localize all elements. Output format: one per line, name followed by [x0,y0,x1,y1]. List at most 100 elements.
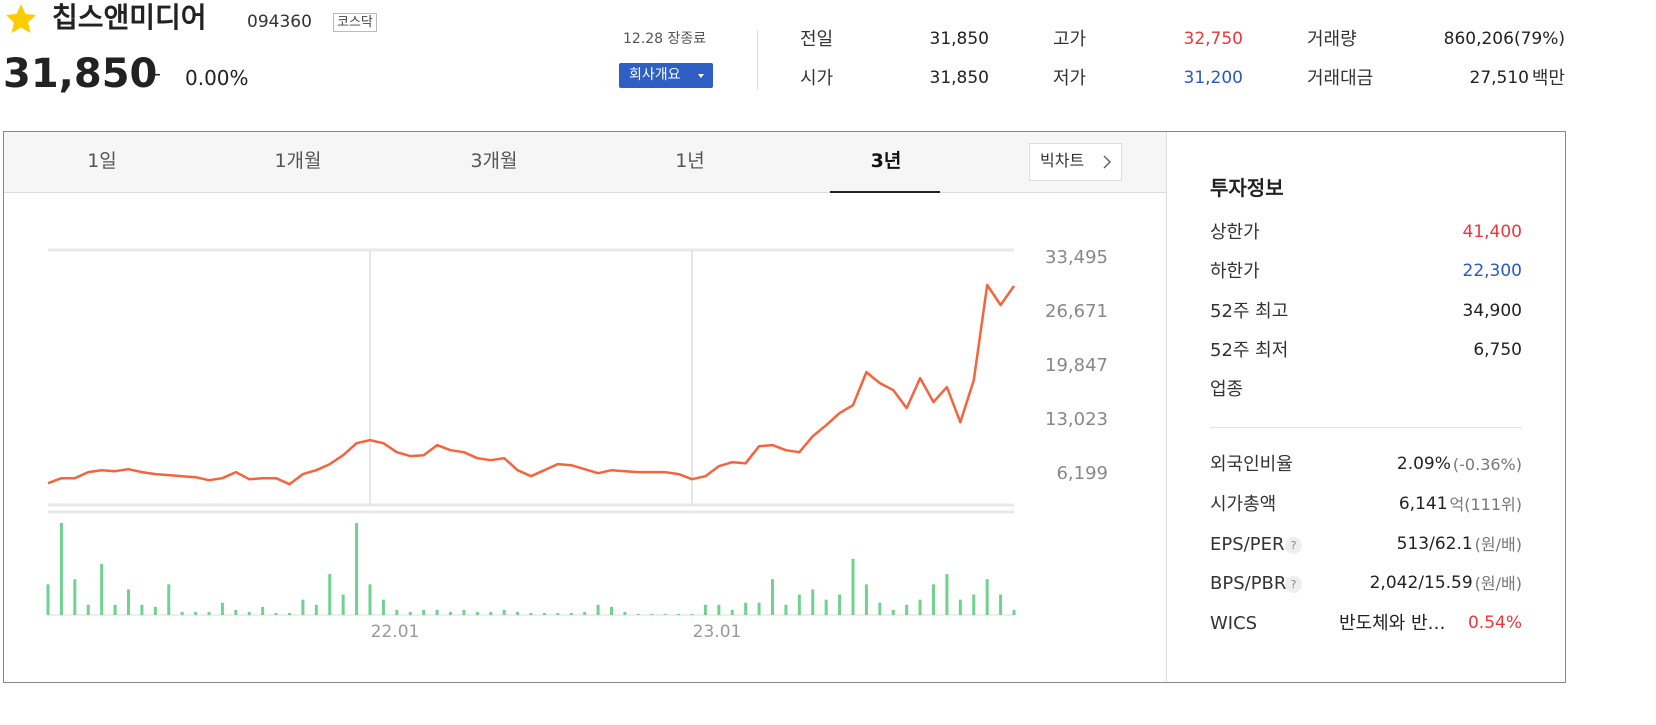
volume-bar [945,574,949,615]
volume-bar [757,602,761,615]
summary-label: 고가 [1053,29,1087,50]
volume-bar [838,594,842,615]
big-chart-button[interactable]: 빅차트 [1029,143,1122,181]
volume-bar [194,611,198,615]
summary-unit: 백만 [1531,68,1565,89]
info-value: 513/62.1 [1396,533,1473,554]
info-label: 52주 최저 [1210,339,1289,361]
volume-bar [864,584,868,615]
info-value: 34,900 [1462,300,1522,321]
volume-bar [610,606,613,615]
summary-value: 32,750 [1183,29,1243,49]
volume-bar [1012,609,1016,615]
tab[interactable]: 3년 [870,150,902,172]
volume-bar [650,613,654,615]
change-sign: – [150,62,161,87]
company-button[interactable]: 회사개요 [619,63,713,88]
volume-bar [623,611,627,615]
volume-bar [408,611,412,615]
favorite-star[interactable] [4,2,38,36]
price-line [47,283,1016,486]
volume-bar [556,612,560,615]
volume-bar [690,613,694,615]
info-value: 반도체와 반… [1339,613,1446,635]
volume-bar [596,604,600,615]
volume-bar [891,609,895,615]
volume-bar [744,602,748,615]
help-icon[interactable]: ? [1285,576,1302,594]
volume-bar [516,611,520,615]
info-label: 52주 최고 [1210,300,1289,322]
x-tick-label: 23.01 [693,622,742,642]
tab[interactable]: 1개월 [274,150,322,172]
x-tick-label: 22.01 [371,622,420,642]
volume-bar [583,611,587,615]
volume-bar [261,606,265,615]
change-rate: 0.00% [185,66,249,90]
volume-bar [247,611,251,615]
stock-code: 094360 [247,12,312,32]
summary-label: 저가 [1053,68,1087,89]
volume-bar [529,612,533,615]
tab[interactable]: 1년 [675,150,705,172]
tab-bar [4,132,1166,193]
summary-label: 거래량 [1307,29,1357,50]
volume-bar [771,579,774,615]
volume-bar [341,594,345,615]
volume-bar [677,613,681,615]
volume-bar [905,604,909,615]
info-label: 상한가 [1210,222,1260,243]
volume-bar [127,589,130,615]
info-label: EPS/PER [1210,533,1285,555]
divider [757,30,758,90]
volume-bar [46,584,50,615]
volume-bar [422,609,426,615]
volume-bar [153,606,157,615]
info-label: 외국인비율 [1210,454,1293,475]
volume-bar [234,609,238,615]
help-icon[interactable]: ? [1285,536,1302,554]
summary-label: 거래대금 [1307,68,1374,89]
volume-bar [140,604,144,615]
stock-name: 칩스앤미디어 [52,1,207,34]
summary-label: 전일 [800,29,834,50]
volume-bar [288,612,291,615]
volume-bar [328,574,332,615]
volume-bar [368,584,372,615]
info-unit: (-0.36%) [1452,455,1522,474]
volume-bar [475,611,479,615]
info-unit: (원/배) [1474,574,1522,594]
volume-bar [86,604,90,615]
summary-value: 31,850 [929,68,989,88]
volume-bar [730,609,734,615]
volume-bar [435,609,439,615]
volume-bar [274,612,278,615]
volume-bar [918,599,922,615]
volume-bar [878,602,882,615]
volume-bar [301,599,305,615]
info-value: 2,042/15.59 [1369,573,1473,594]
market-badge: 코스닥 [333,13,377,32]
panel-separator [1210,427,1522,428]
company-button-label: 회사개요 [629,67,681,83]
y-tick-label: 13,023 [1045,409,1108,430]
info-label: 시가총액 [1210,493,1277,515]
volume-bar [717,604,721,615]
info-unit: (원/배) [1474,534,1522,554]
volume-bar [395,609,399,615]
volume-bar [220,602,224,615]
market-status: 12.28 장종료 [623,31,707,47]
summary-value: 860,206(79%) [1443,29,1565,49]
panel-divider [1166,132,1167,682]
tab[interactable]: 3개월 [470,150,518,172]
info-label: WICS [1210,613,1258,635]
volume-bar [999,594,1003,615]
volume-bar [100,563,104,615]
dropdown-arrow [698,74,704,78]
summary-label: 시가 [800,68,834,89]
tab[interactable]: 1일 [87,150,117,172]
volume-bar [314,604,318,615]
y-tick-label: 26,671 [1045,301,1108,322]
volume-bar [851,558,855,615]
